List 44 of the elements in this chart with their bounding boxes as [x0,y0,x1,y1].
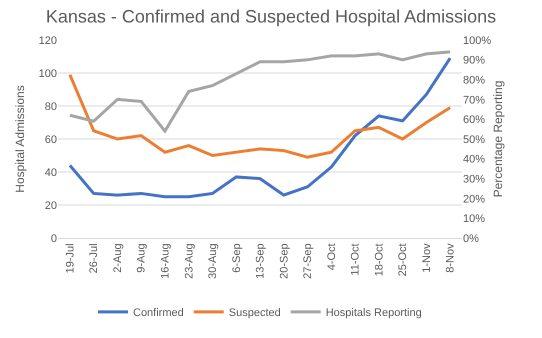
y-tick-label: 40 [44,166,57,179]
y2-tick-label: 50% [463,134,486,146]
y-axis-title: Hospital Admissions [13,85,27,193]
y-tick-label: 60 [44,134,57,146]
line-series [68,50,452,133]
x-tick-label: 18-Oct [373,243,386,276]
y2-tick-label: 70% [463,94,486,106]
x-tick-label: 4-Oct [326,243,338,270]
y-tick-label: 80 [44,100,57,113]
x-tick-label: 25-Oct [397,243,410,276]
x-tick-label: 27-Sep [302,243,314,279]
x-tick-label: 20-Sep [278,243,290,279]
y-tick-label: 0 [50,232,57,245]
chart-title: Kansas - Confirmed and Suspected Hospital Admissions [46,6,496,27]
y2-tick-label: 90% [463,54,486,67]
x-tick-label: 6-Sep [230,243,243,273]
y2-axis-title: Percentage Reporting [491,80,505,198]
y2-tick-label: 30% [463,173,486,186]
y2-tick-label: 20% [463,193,486,206]
x-tick-label: 2-Aug [112,243,124,273]
x-tick-label: 8-Nov [444,242,457,273]
y2-tick-label: 10% [463,213,486,226]
x-tick-label: 30-Aug [207,243,220,279]
y-tick-label: 120 [38,34,57,47]
x-tick-label: 9-Aug [136,243,148,273]
x-tick-label: 1-Nov [420,242,433,273]
legend-label: Confirmed [133,307,184,320]
legend-label: Suspected [228,307,281,320]
y2-tick-label: 100% [463,34,492,47]
y-tick-label: 100 [38,68,57,80]
x-tick-label: 13-Sep [254,243,267,279]
y2-tick-label: 80% [463,74,486,86]
x-tick-label: 16-Aug [160,243,172,279]
y2-tick-label: 60% [463,114,486,126]
x-tick-label: 11-Oct [350,243,362,276]
line-series [68,73,452,159]
x-tick-label: 23-Aug [183,243,196,279]
x-tick-label: 19-Jul [64,243,76,274]
x-tick-label: 26-Jul [88,243,100,274]
line-series [68,56,452,198]
y-tick-label: 20 [44,200,57,212]
y2-tick-label: 0% [463,232,480,245]
y2-tick-label: 40% [463,154,486,166]
legend-label: Hospitals Reporting [326,307,422,320]
